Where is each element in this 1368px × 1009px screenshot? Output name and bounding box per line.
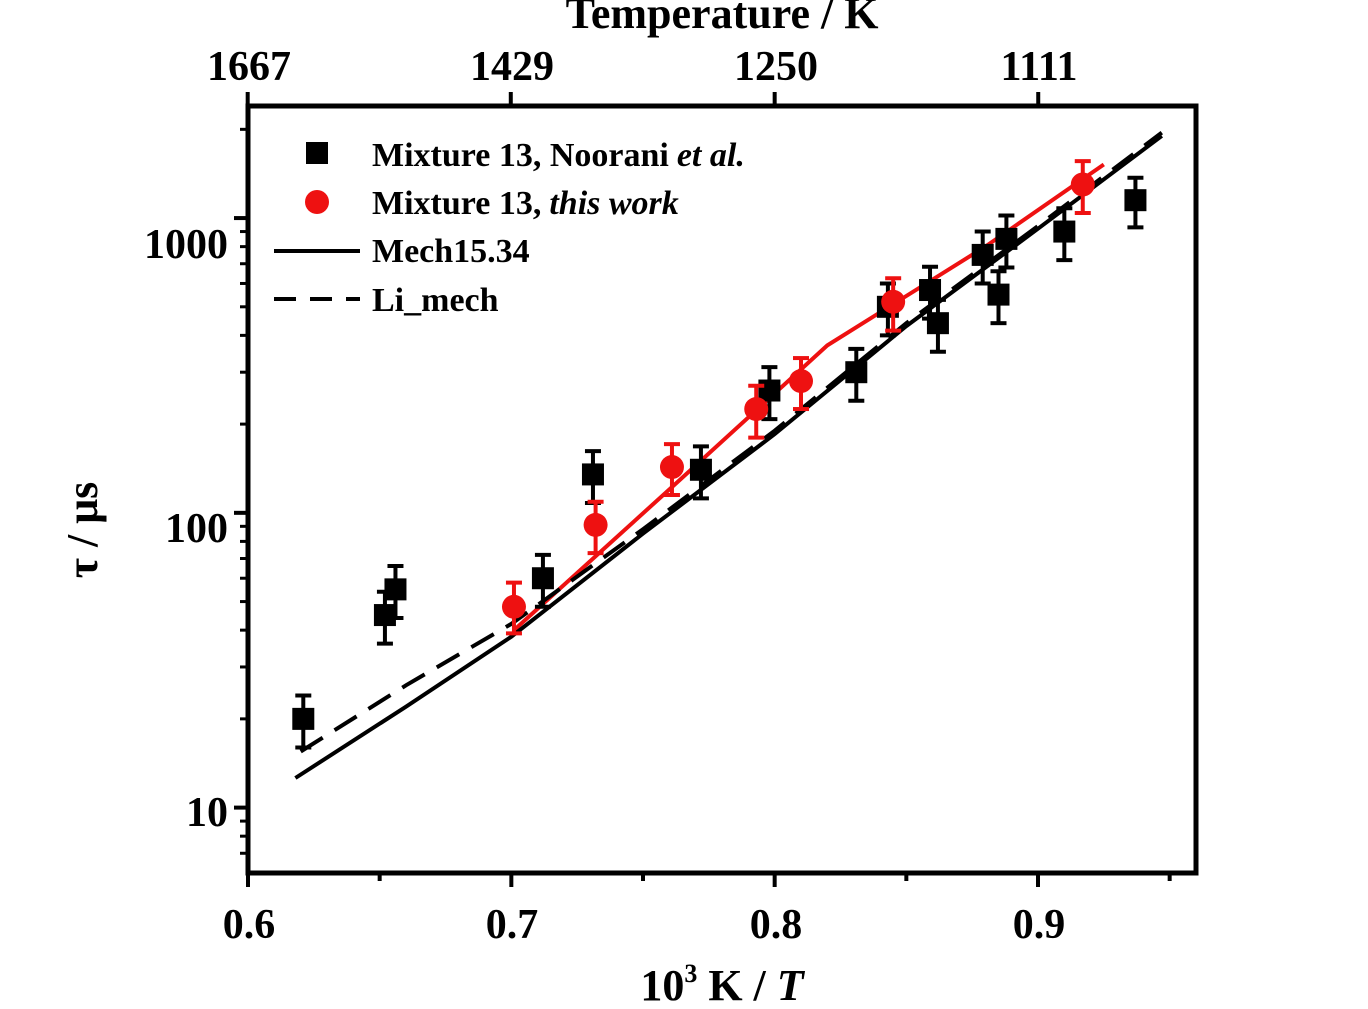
legend-label-this-work: Mixture 13, this work: [372, 185, 679, 222]
x-axis-title-sup: 3: [684, 959, 697, 988]
x-axis-title-prefix: 10: [640, 961, 684, 1009]
legend-label-noorani-italic: et al.: [677, 137, 745, 174]
legend-marker-noorani: [306, 142, 328, 164]
legend-label-noorani-name: Mixture 13, Noorani: [372, 137, 669, 174]
data-point-square: [971, 243, 994, 266]
legend-label-li-mech: Li_mech: [372, 282, 499, 319]
legend: Mixture 13, Noorani et al. Mixture 13, thi…: [274, 137, 745, 319]
data-point-circle: [501, 594, 526, 619]
x-tick-label: 0.6: [223, 902, 276, 948]
data-point-square: [845, 361, 868, 384]
legend-label-mech: Mech15.34: [372, 233, 530, 270]
y-axis-title: τ / μs: [58, 482, 107, 579]
top-tick-label: 1111: [1000, 44, 1077, 90]
x-axis-title-var: T: [777, 961, 806, 1009]
data-point-square: [531, 567, 554, 590]
top-tick-label: 1250: [734, 44, 818, 90]
legend-label-noorani: Mixture 13, Noorani et al.: [372, 137, 745, 174]
data-point-circle: [583, 512, 608, 537]
y-tick-label: 100: [165, 506, 228, 552]
x-tick-label: 0.7: [486, 902, 539, 948]
data-point-circle: [744, 397, 769, 422]
data-point-square: [1124, 189, 1147, 212]
data-point-square: [995, 227, 1018, 250]
x-tick-label: 0.8: [750, 902, 803, 948]
data-point-square: [919, 279, 942, 302]
legend-label-this-work-italic: this work: [549, 185, 678, 222]
x-tick-label: 0.9: [1013, 902, 1066, 948]
data-point-square: [1053, 220, 1076, 243]
data-point-circle: [1070, 172, 1095, 197]
data-point-circle: [659, 455, 684, 480]
data-point-square: [581, 463, 604, 486]
x-axis-title-mid: K /: [697, 961, 776, 1009]
data-point-square: [758, 379, 781, 402]
series-line-2: [512, 162, 1105, 632]
data-point-square: [987, 283, 1010, 306]
top-axis-title: Temperature / K: [566, 0, 879, 38]
data-layer: [292, 131, 1164, 780]
axis-ticks: [234, 92, 1172, 887]
y-tick-label: 1000: [144, 222, 228, 268]
data-point-circle: [789, 369, 813, 394]
data-point-square: [384, 578, 407, 601]
data-point-square: [292, 707, 315, 730]
plot-frame: [245, 103, 1199, 876]
x-axis-title: 103 K / T: [640, 959, 805, 1009]
top-tick-label: 1429: [470, 44, 554, 90]
data-point-circle: [881, 289, 906, 314]
legend-label-this-work-name: Mixture 13,: [372, 185, 541, 222]
legend-marker-this-work: [305, 190, 329, 214]
series-line-4: [299, 131, 1164, 754]
y-tick-label: 10: [186, 790, 228, 836]
top-tick-label: 1667: [207, 44, 291, 90]
data-point-square: [689, 458, 712, 481]
data-point-square: [926, 312, 949, 335]
data-point-square: [373, 604, 396, 627]
